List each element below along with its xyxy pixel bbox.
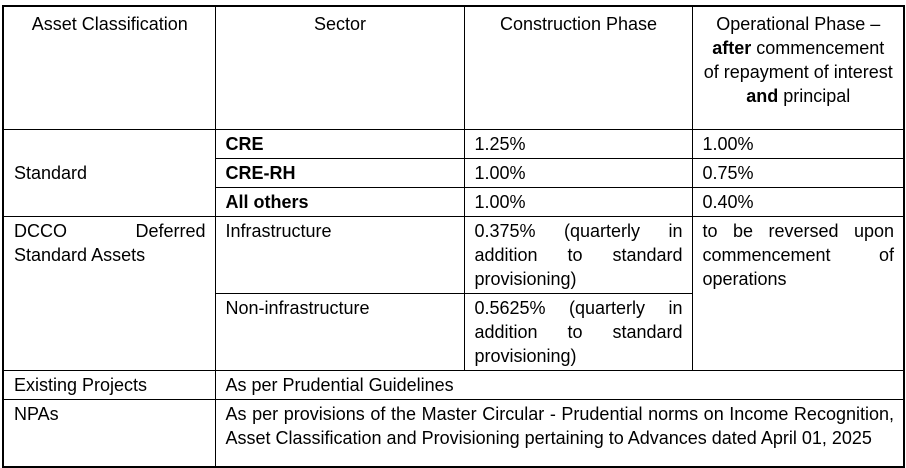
header-construction-phase: Construction Phase	[463, 5, 693, 130]
cell-operational-dcco: to be reversed upon commencement of oper…	[691, 215, 905, 371]
operational-phase-text: principal	[778, 86, 851, 106]
provisioning-rates-table: Asset Classification Sector Construction…	[2, 5, 905, 468]
cell-existing-projects-value: As per Prudential Guidelines	[214, 369, 905, 400]
cell-construction-all-others: 1.00%	[463, 186, 693, 217]
cell-asset-npas: NPAs	[2, 398, 216, 468]
cell-operational-cre: 1.00%	[691, 128, 905, 159]
cell-construction-cre: 1.25%	[463, 128, 693, 159]
operational-phase-text: commencement of repayment of interest	[703, 38, 893, 82]
cell-asset-standard: Standard	[2, 128, 216, 217]
cell-asset-dcco: DCCO Deferred Standard Assets	[2, 215, 216, 371]
cell-construction-non-infrastructure: 0.5625% (quarterly in addition to standa…	[463, 292, 693, 371]
table-row-npas: NPAs As per provisions of the Master Cir…	[2, 398, 905, 468]
header-asset-classification: Asset Classification	[2, 5, 216, 130]
table-row-existing-projects: Existing Projects As per Prudential Guid…	[2, 369, 905, 400]
table-row-standard-cre: Standard CRE 1.25% 1.00%	[2, 128, 905, 217]
header-sector: Sector	[214, 5, 465, 130]
cell-asset-existing-projects: Existing Projects	[2, 369, 216, 400]
header-operational-phase: Operational Phase – after commencement o…	[691, 5, 905, 130]
operational-phase-bold-after: after	[712, 38, 752, 58]
cell-construction-infrastructure: 0.375% (quarterly in addition to standar…	[463, 215, 693, 294]
table-row-dcco-infrastructure: DCCO Deferred Standard Assets Infrastruc…	[2, 215, 905, 371]
cell-sector-cre: CRE	[214, 128, 465, 159]
table-row-standard-all-others: All others 1.00% 0.40%	[3, 186, 905, 217]
cell-operational-all-others: 0.40%	[691, 186, 905, 217]
cell-sector-all-others: All others	[214, 186, 465, 217]
cell-sector-infrastructure: Infrastructure	[214, 215, 465, 294]
table-row-dcco-non-infrastructure: Non-infrastructure 0.5625% (quarterly in…	[3, 292, 904, 371]
cell-operational-cre-rh: 0.75%	[691, 157, 905, 188]
cell-npas-value: As per provisions of the Master Circular…	[214, 398, 905, 468]
cell-sector-non-infrastructure: Non-infrastructure	[214, 292, 465, 371]
header-row: Asset Classification Sector Construction…	[2, 5, 905, 130]
cell-sector-cre-rh: CRE-RH	[214, 157, 465, 188]
operational-phase-bold-and: and	[746, 86, 779, 106]
operational-phase-text: Operational Phase –	[716, 14, 881, 34]
cell-construction-cre-rh: 1.00%	[463, 157, 693, 188]
table-row-standard-cre-rh: CRE-RH 1.00% 0.75%	[3, 157, 905, 188]
